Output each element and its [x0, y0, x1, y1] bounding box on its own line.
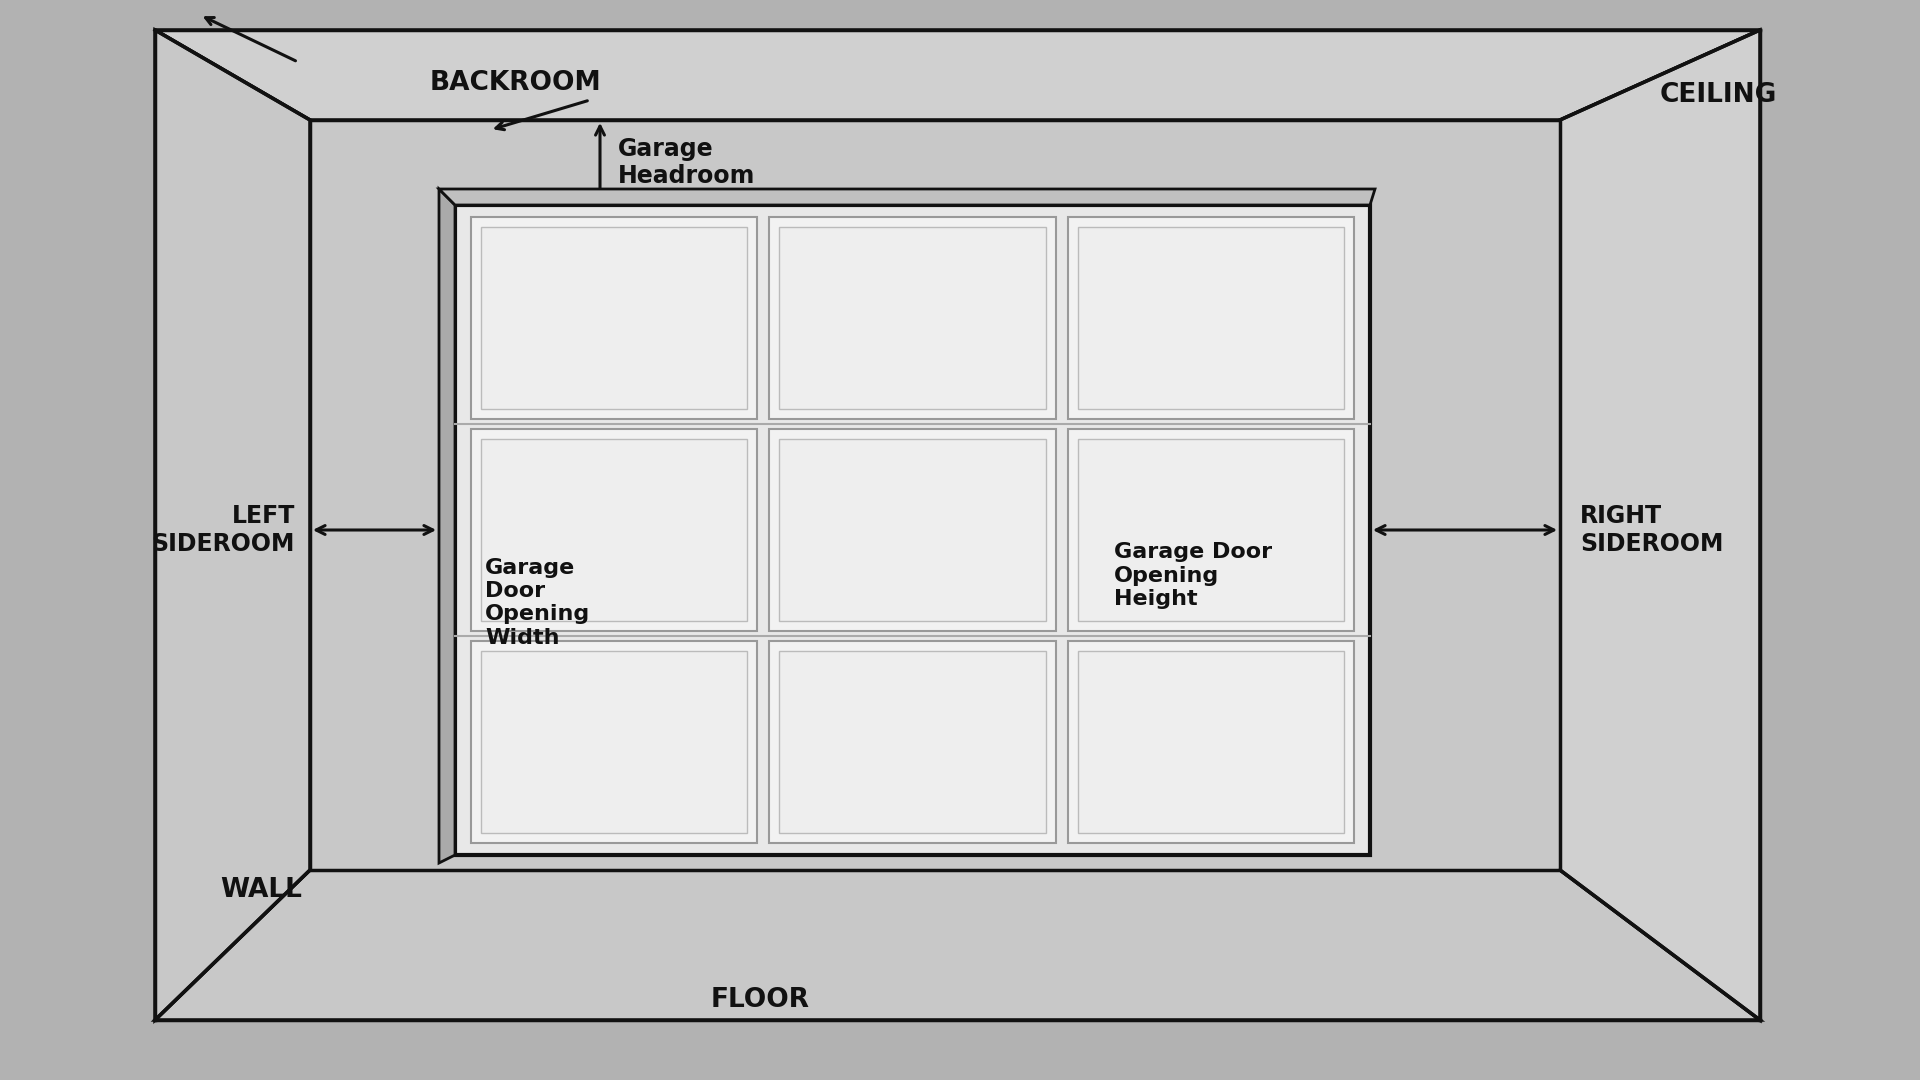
- Bar: [482, 438, 747, 621]
- Polygon shape: [156, 30, 309, 1020]
- Bar: [482, 227, 747, 409]
- Text: RIGHT
SIDEROOM: RIGHT SIDEROOM: [1580, 504, 1724, 556]
- Bar: [482, 651, 747, 833]
- Bar: [1077, 438, 1344, 621]
- Polygon shape: [1559, 30, 1761, 1020]
- Bar: [770, 217, 1056, 419]
- Polygon shape: [440, 189, 1375, 205]
- Bar: [470, 217, 756, 419]
- Text: WALL: WALL: [221, 877, 301, 903]
- Bar: [470, 642, 756, 843]
- Bar: [455, 205, 1371, 855]
- Polygon shape: [156, 30, 1761, 120]
- Polygon shape: [309, 120, 1559, 870]
- Bar: [780, 651, 1046, 833]
- Polygon shape: [156, 870, 1761, 1020]
- Text: Garage
Door
Opening
Width: Garage Door Opening Width: [486, 558, 589, 648]
- Text: Garage
Headroom: Garage Headroom: [618, 136, 755, 188]
- Bar: [780, 227, 1046, 409]
- Text: CEILING: CEILING: [1661, 82, 1778, 108]
- Bar: [1077, 227, 1344, 409]
- Bar: [470, 429, 756, 631]
- Polygon shape: [440, 189, 455, 863]
- Bar: [780, 438, 1046, 621]
- Text: LEFT
SIDEROOM: LEFT SIDEROOM: [152, 504, 296, 556]
- Bar: [1068, 217, 1354, 419]
- Bar: [1077, 651, 1344, 833]
- Bar: [770, 642, 1056, 843]
- Bar: [1068, 642, 1354, 843]
- Bar: [770, 429, 1056, 631]
- Bar: [1068, 429, 1354, 631]
- Text: Garage Door
Opening
Height: Garage Door Opening Height: [1114, 542, 1271, 609]
- Text: FLOOR: FLOOR: [710, 987, 810, 1013]
- Text: BACKROOM: BACKROOM: [430, 70, 601, 96]
